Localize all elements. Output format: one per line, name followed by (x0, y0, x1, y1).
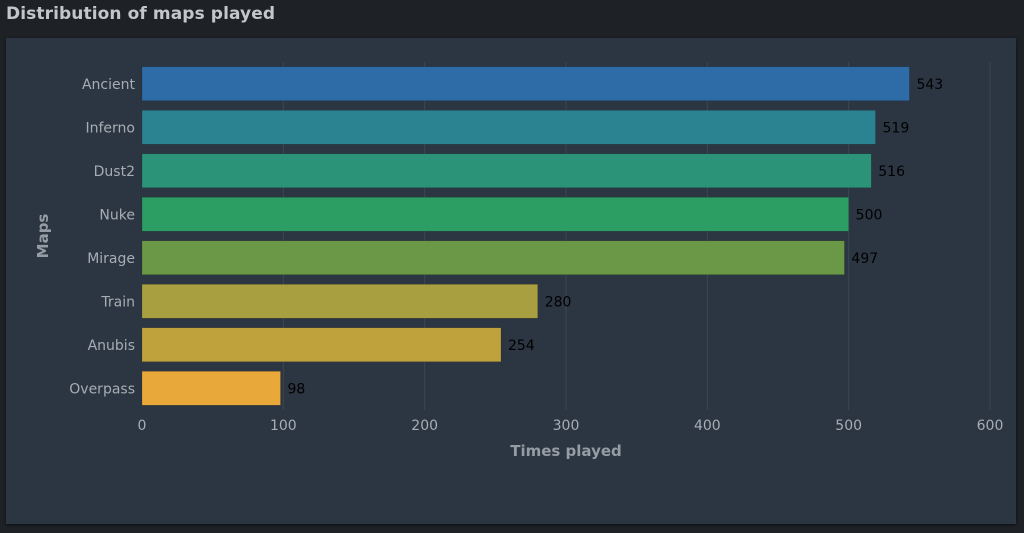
value-label-mirage: 497 (851, 251, 878, 267)
y-tick-label-ancient: Ancient (82, 77, 136, 93)
x-axis-title: Times played (510, 442, 622, 460)
y-tick-label-mirage: Mirage (87, 251, 135, 267)
bar-train[interactable] (141, 284, 538, 319)
y-tick-label-inferno: Inferno (86, 120, 136, 136)
bar-overpass[interactable] (141, 371, 281, 406)
x-tick-label-400: 400 (694, 418, 721, 434)
value-label-anubis: 254 (508, 338, 535, 354)
y-tick-label-anubis: Anubis (88, 338, 135, 354)
bar-inferno[interactable] (141, 110, 876, 145)
y-tick-label-nuke: Nuke (99, 207, 135, 223)
x-tick-label-300: 300 (553, 418, 580, 434)
y-tick-label-dust2: Dust2 (94, 164, 135, 180)
x-tick-label-0: 0 (138, 418, 147, 434)
y-axis-title: Maps (34, 214, 52, 259)
y-tick-labels: Ancient Inferno Dust2 Nuke Mirage Train Anubis… (69, 77, 135, 398)
page-title: Distribution of maps played (6, 4, 276, 24)
value-label-ancient: 543 (916, 77, 943, 93)
value-labels-layer: 543 519 516 500 497 280 254 98 (288, 77, 944, 398)
chart-panel: 543 519 516 500 497 280 254 98 Ancient Inferno Du… (6, 38, 1016, 524)
bar-mirage[interactable] (141, 240, 845, 275)
value-label-inferno: 519 (883, 120, 910, 136)
x-tick-label-600: 600 (977, 418, 1004, 434)
x-tick-label-500: 500 (835, 418, 862, 434)
bars-layer (141, 66, 910, 406)
bar-dust2[interactable] (141, 153, 872, 188)
value-label-dust2: 516 (878, 164, 905, 180)
x-tick-label-200: 200 (411, 418, 438, 434)
bar-ancient[interactable] (141, 66, 910, 101)
bar-anubis[interactable] (141, 327, 502, 362)
x-tick-labels: 0 100 200 300 400 500 600 (138, 418, 1004, 434)
bar-chart: 543 519 516 500 497 280 254 98 Ancient Inferno Du… (34, 62, 1004, 460)
value-label-overpass: 98 (288, 381, 306, 397)
x-tick-label-100: 100 (270, 418, 297, 434)
value-label-train: 280 (545, 294, 572, 310)
bar-nuke[interactable] (141, 197, 849, 232)
value-label-nuke: 500 (856, 207, 883, 223)
y-tick-label-overpass: Overpass (69, 381, 135, 397)
y-tick-label-train: Train (100, 294, 135, 310)
